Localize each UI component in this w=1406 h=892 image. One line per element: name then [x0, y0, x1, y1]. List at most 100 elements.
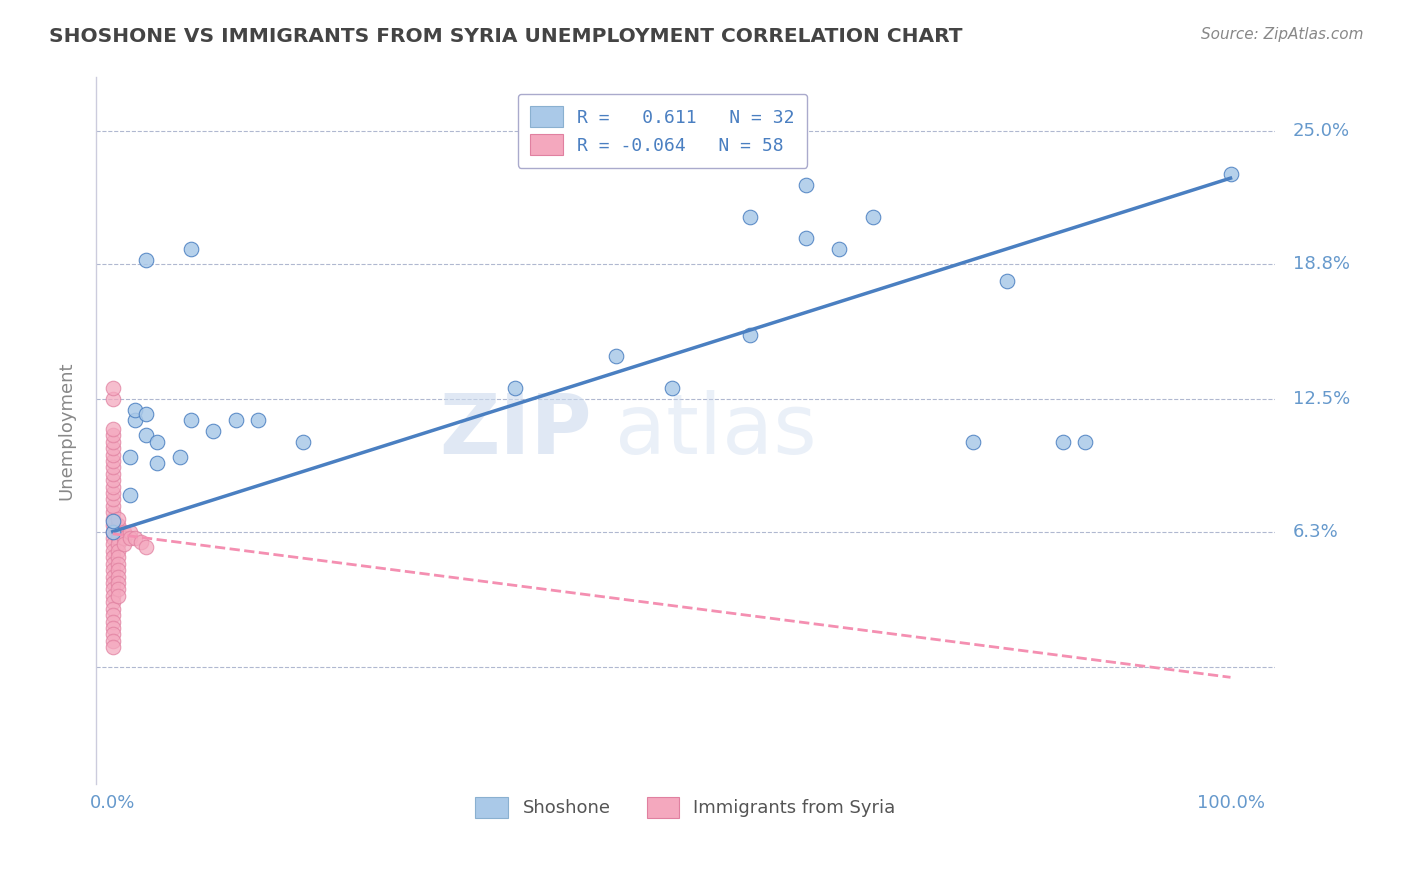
Y-axis label: Unemployment: Unemployment [58, 361, 75, 500]
Point [101, 518, 124, 533]
Text: atlas: atlas [614, 391, 817, 472]
Point [101, 640, 124, 655]
Point [112, 524, 135, 539]
Point [101, 381, 124, 395]
Point [124, 402, 146, 417]
Point [794, 231, 817, 245]
Text: Source: ZipAtlas.com: Source: ZipAtlas.com [1201, 27, 1364, 42]
Point [101, 512, 124, 526]
Point [101, 633, 124, 648]
Point [107, 537, 129, 551]
Point [135, 407, 157, 421]
Legend: Shoshone, Immigrants from Syria: Shoshone, Immigrants from Syria [468, 789, 903, 825]
Point [101, 621, 124, 635]
Point [180, 413, 202, 427]
Text: 6.3%: 6.3% [1294, 523, 1339, 541]
Point [101, 524, 124, 539]
Point [202, 424, 225, 438]
Point [1074, 434, 1097, 449]
Point [169, 450, 191, 464]
Point [101, 441, 124, 455]
Point [962, 434, 984, 449]
Text: 18.8%: 18.8% [1294, 255, 1350, 273]
Point [101, 576, 124, 591]
Point [107, 512, 129, 526]
Point [828, 242, 851, 256]
Point [225, 413, 247, 427]
Point [291, 434, 314, 449]
Text: 12.5%: 12.5% [1294, 390, 1350, 408]
Point [101, 392, 124, 406]
Point [101, 595, 124, 609]
Point [146, 434, 169, 449]
Point [135, 540, 157, 554]
Point [101, 589, 124, 603]
Point [129, 535, 152, 549]
Text: SHOSHONE VS IMMIGRANTS FROM SYRIA UNEMPLOYMENT CORRELATION CHART: SHOSHONE VS IMMIGRANTS FROM SYRIA UNEMPL… [49, 27, 963, 45]
Point [101, 531, 124, 545]
Point [661, 381, 683, 395]
Point [101, 608, 124, 623]
Point [862, 210, 884, 224]
Point [101, 499, 124, 513]
Point [101, 615, 124, 629]
Point [101, 454, 124, 468]
Point [101, 524, 124, 539]
Point [107, 576, 129, 591]
Point [107, 544, 129, 558]
Point [605, 349, 627, 363]
Point [1219, 167, 1241, 181]
Point [112, 537, 135, 551]
Point [101, 505, 124, 519]
Point [101, 537, 124, 551]
Point [101, 569, 124, 583]
Point [101, 460, 124, 475]
Point [135, 252, 157, 267]
Point [107, 589, 129, 603]
Point [101, 492, 124, 507]
Point [101, 601, 124, 615]
Point [112, 531, 135, 545]
Point [107, 524, 129, 539]
Point [107, 569, 129, 583]
Point [101, 627, 124, 641]
Point [118, 524, 141, 539]
Point [107, 550, 129, 565]
Point [101, 557, 124, 571]
Point [101, 467, 124, 481]
Text: 25.0%: 25.0% [1294, 122, 1350, 140]
Point [135, 428, 157, 442]
Point [118, 488, 141, 502]
Point [118, 531, 141, 545]
Point [738, 210, 761, 224]
Point [124, 413, 146, 427]
Point [146, 456, 169, 470]
Point [107, 531, 129, 545]
Point [101, 480, 124, 494]
Point [738, 327, 761, 342]
Point [118, 450, 141, 464]
Text: ZIP: ZIP [439, 391, 592, 472]
Point [101, 448, 124, 462]
Point [107, 563, 129, 577]
Point [180, 242, 202, 256]
Point [503, 381, 526, 395]
Point [101, 428, 124, 442]
Point [101, 563, 124, 577]
Point [101, 422, 124, 436]
Point [247, 413, 270, 427]
Point [107, 582, 129, 597]
Point [107, 557, 129, 571]
Point [101, 514, 124, 528]
Point [101, 473, 124, 487]
Point [101, 544, 124, 558]
Point [107, 518, 129, 533]
Point [124, 531, 146, 545]
Point [995, 274, 1018, 288]
Point [101, 550, 124, 565]
Point [1052, 434, 1074, 449]
Point [101, 582, 124, 597]
Point [794, 178, 817, 192]
Point [101, 486, 124, 500]
Point [101, 434, 124, 449]
